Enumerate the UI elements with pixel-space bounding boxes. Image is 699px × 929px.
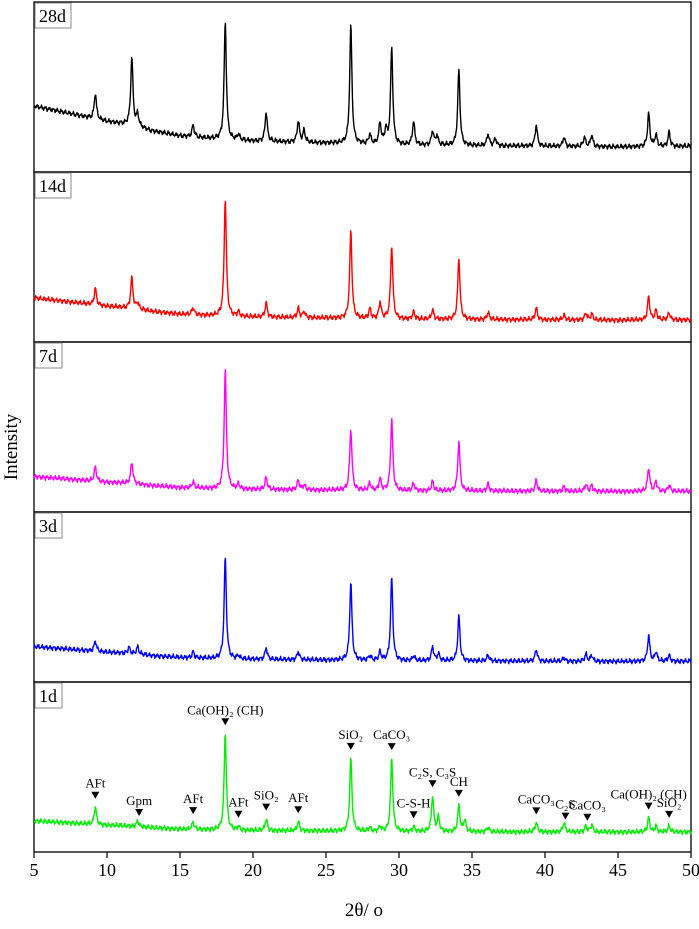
x-axis: 5 10 15 20 25 30 35 40 45 50 xyxy=(30,852,699,880)
peak-annotation: CaCO₃ xyxy=(569,798,606,821)
x-tick-label: 15 xyxy=(171,860,189,880)
peak-label: CaCO₃ xyxy=(518,791,555,806)
peak-annotation: Gpm xyxy=(126,793,152,816)
series-label-box xyxy=(34,512,63,539)
peak-marker xyxy=(135,808,144,816)
peak-label: C-S-H xyxy=(397,795,431,810)
peak-annotation: AFt xyxy=(183,791,204,815)
peak-marker xyxy=(454,789,463,797)
peak-label: SiO₂ xyxy=(254,788,279,803)
x-tick-label: 25 xyxy=(317,860,335,880)
peak-annotation: Ca(OH)₂ (CH) xyxy=(187,702,263,726)
peak-label: Ca(OH)₂ (CH) xyxy=(610,787,686,802)
peak-annotation: SiO₂ xyxy=(338,727,363,750)
peak-label: SiO₂ xyxy=(338,727,363,742)
panel-frame xyxy=(33,511,692,683)
series-line-7d xyxy=(33,368,692,495)
panel-28d: 28d xyxy=(33,1,692,173)
peak-annotations: AFt Gpm AFt Ca(OH)₂ (CH) AFt SiO₂ AFt SiO₂ CaCO₃… xyxy=(85,702,687,821)
panel-7d: 7d xyxy=(33,341,692,513)
panel-frame xyxy=(33,681,692,853)
peak-label: CaCO₃ xyxy=(373,727,410,742)
peak-annotation: SiO₂ xyxy=(254,788,279,811)
peak-marker xyxy=(91,791,100,799)
series-line-14d xyxy=(33,200,692,324)
series-label-box xyxy=(34,2,72,29)
peak-marker xyxy=(409,811,418,819)
peak-marker xyxy=(221,718,230,726)
x-axis-title: 2θ/ o xyxy=(345,900,383,921)
peak-marker xyxy=(583,813,592,821)
peak-label: AFt xyxy=(85,776,106,791)
peak-annotation: C₂S, C₃S xyxy=(409,764,456,788)
peak-marker xyxy=(387,743,396,751)
peak-marker xyxy=(189,807,198,815)
x-tick-label: 10 xyxy=(98,860,116,880)
x-tick-label: 50 xyxy=(682,860,699,880)
peak-marker xyxy=(262,803,271,811)
peak-label: CaCO₃ xyxy=(569,798,606,813)
peak-label: Gpm xyxy=(126,793,152,808)
series-label-1d: 1d xyxy=(34,682,63,709)
panel-14d: 14d xyxy=(33,171,692,343)
peak-annotation: CaCO₃ xyxy=(518,791,555,815)
peak-annotation: Ca(OH)₂ (CH) xyxy=(610,787,687,810)
peak-marker xyxy=(644,802,653,810)
x-tick-label: 40 xyxy=(536,860,554,880)
series-label-7d: 7d xyxy=(34,342,63,369)
series-line-3d xyxy=(33,557,692,665)
peak-label: AFt xyxy=(183,791,204,806)
series-label-28d: 28d xyxy=(34,2,72,29)
peak-annotation: CH xyxy=(450,774,468,797)
x-tick-label: 35 xyxy=(463,860,481,880)
series-label-box xyxy=(34,342,63,369)
peak-annotation: AFt xyxy=(85,776,106,799)
x-tick-label: 20 xyxy=(244,860,262,880)
peak-annotation: C-S-H xyxy=(397,795,431,819)
peak-label: C₂S, C₃S xyxy=(409,764,456,779)
series-label-text: 7d xyxy=(39,346,57,366)
peak-annotation: AFt xyxy=(228,795,249,818)
x-tick-label: 30 xyxy=(390,860,408,880)
peak-annotation: AFt xyxy=(288,790,309,814)
series-label-text: 1d xyxy=(39,686,57,706)
panel-1d: 1d xyxy=(33,681,692,853)
series-label-box xyxy=(34,682,63,709)
peak-annotation: CaCO₃ xyxy=(373,727,410,751)
series-label-3d: 3d xyxy=(34,512,63,539)
peak-marker xyxy=(234,810,243,818)
peak-marker xyxy=(294,806,303,814)
peak-label: Ca(OH)₂ (CH) xyxy=(187,702,263,717)
peak-label: C₂S xyxy=(555,797,575,812)
series-line-1d xyxy=(33,734,692,836)
x-tick-label: 45 xyxy=(609,860,627,880)
x-axis-label: 2θ/ o xyxy=(345,900,383,921)
peak-label: AFt xyxy=(288,790,309,805)
peak-label: CH xyxy=(450,774,468,789)
y-axis-label: Intensity xyxy=(1,413,22,480)
series-label-text: 28d xyxy=(39,6,66,26)
peak-marker xyxy=(532,807,541,815)
peak-annotation: SiO₂ xyxy=(657,795,682,818)
peak-marker xyxy=(428,780,437,788)
peak-marker xyxy=(561,812,570,820)
peak-label: SiO₂ xyxy=(657,795,682,810)
peak-marker xyxy=(665,810,674,818)
series-label-text: 3d xyxy=(39,516,57,536)
series-label-14d: 14d xyxy=(34,172,72,199)
peak-label: AFt xyxy=(228,795,249,810)
panels: 28d 14d 7d 3d 1d xyxy=(33,1,692,853)
series-label-text: 14d xyxy=(39,176,66,196)
series-label-box xyxy=(34,172,72,199)
panel-3d: 3d xyxy=(33,511,692,683)
x-tick-label: 5 xyxy=(30,860,39,880)
peak-marker xyxy=(346,742,355,750)
peak-annotation: C₂S xyxy=(555,797,576,820)
series-line-28d xyxy=(33,22,692,150)
